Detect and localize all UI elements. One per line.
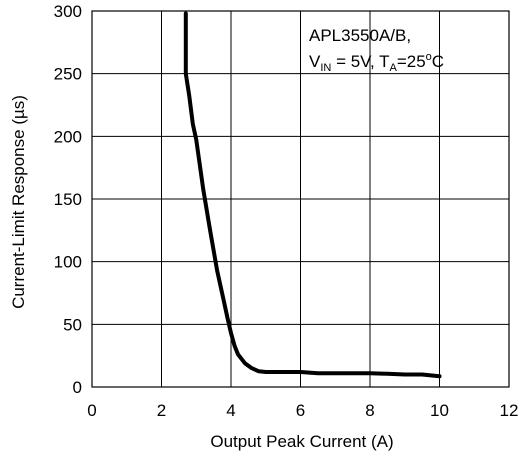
y-tick-label: 250 — [54, 65, 82, 84]
plot-frame — [91, 10, 510, 388]
x-tick-label: 4 — [226, 401, 235, 420]
x-tick-label: 10 — [430, 401, 449, 420]
vin-subscript: IN — [320, 62, 331, 74]
y-tick-labels: 0 50 100 150 200 250 300 — [54, 2, 82, 397]
x-tick-label: 6 — [296, 401, 305, 420]
y-tick-label: 0 — [73, 378, 82, 397]
x-tick-label: 8 — [365, 401, 374, 420]
annotation-line-2: VIN = 5V, TA=25oC — [309, 51, 444, 74]
y-tick-label: 200 — [54, 127, 82, 146]
x-tick-labels: 0 2 4 6 8 10 12 — [87, 401, 518, 420]
vin-symbol: V — [309, 52, 321, 71]
temperature-unit: C — [432, 52, 444, 71]
series-line — [183, 11, 442, 379]
x-tick-label: 12 — [500, 401, 519, 420]
vin-value: = 5V, T — [331, 52, 389, 71]
x-tick-label: 0 — [87, 401, 96, 420]
y-tick-label: 100 — [54, 253, 82, 272]
ta-value: =25 — [397, 52, 426, 71]
chart-annotation: APL3550A/B, VIN = 5V, TA=25oC — [309, 26, 444, 74]
x-axis-label: Output Peak Current (A) — [210, 432, 393, 451]
grid — [92, 11, 509, 387]
ta-subscript: A — [389, 62, 397, 74]
y-tick-label: 300 — [54, 2, 82, 21]
y-tick-label: 150 — [54, 190, 82, 209]
y-axis-label: Current-Limit Response (µs) — [9, 95, 28, 309]
y-tick-label: 50 — [63, 315, 82, 334]
x-tick-label: 2 — [157, 401, 166, 420]
degree-symbol: o — [426, 51, 432, 63]
annotation-line-1: APL3550A/B, — [309, 26, 411, 45]
